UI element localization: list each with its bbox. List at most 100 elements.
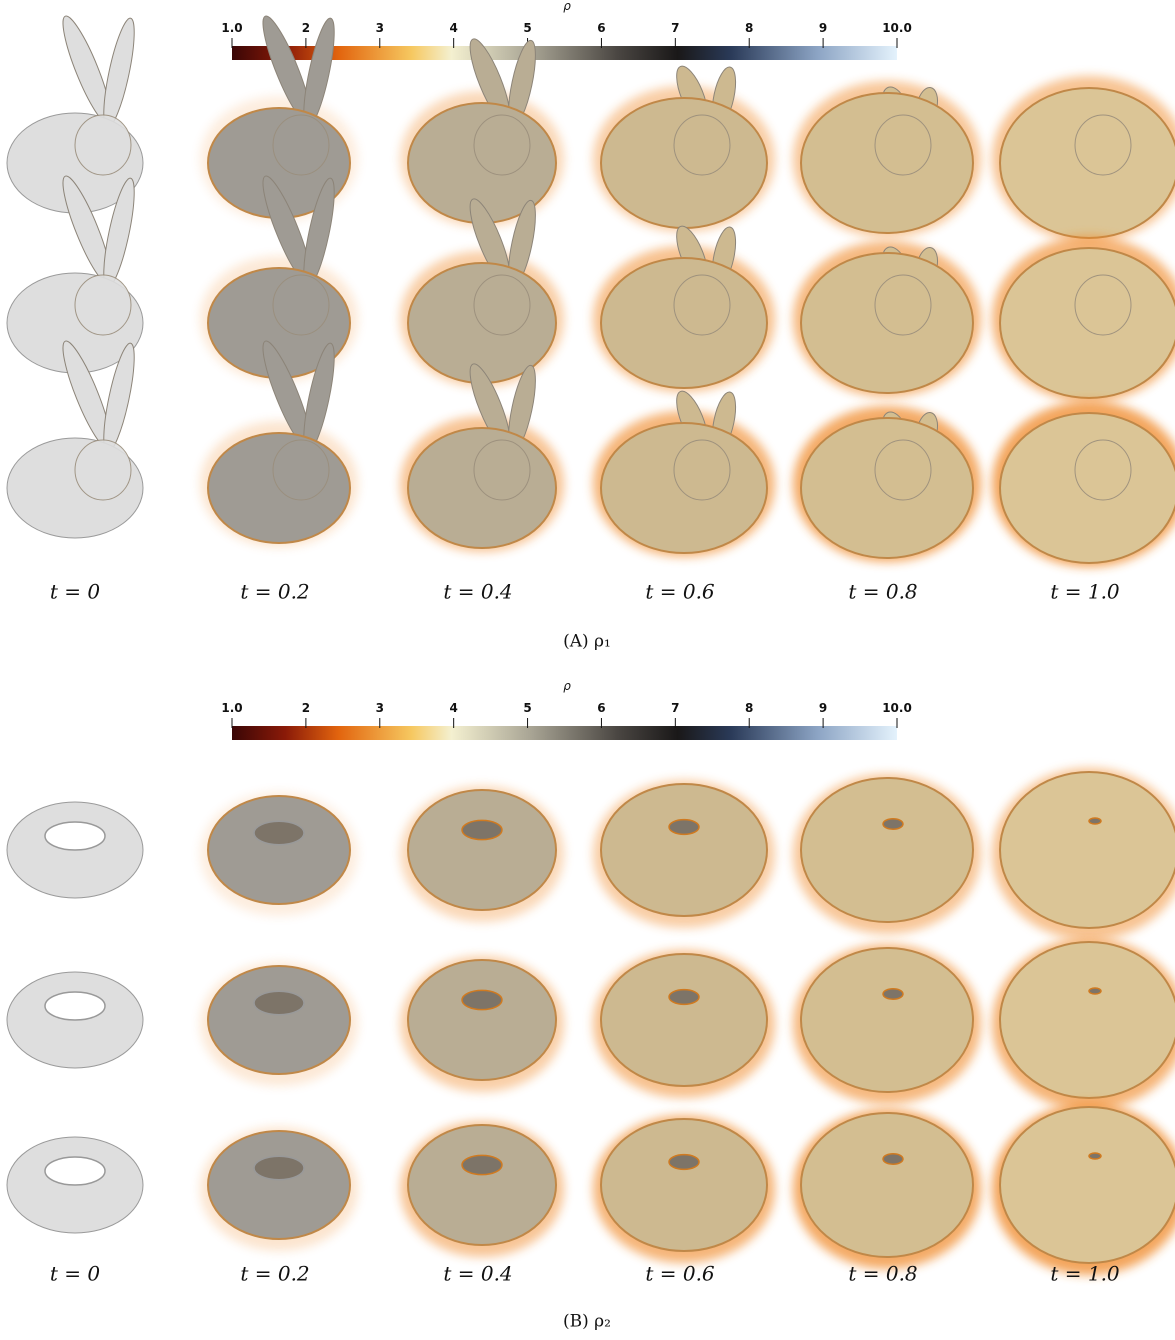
bunny-render: [7, 337, 143, 538]
colorbar-tick-label: 5: [523, 21, 531, 35]
torus-hole: [462, 820, 502, 839]
torus: [1000, 1107, 1175, 1263]
torus-hole: [1089, 818, 1101, 824]
torus-hole: [45, 1157, 105, 1185]
bunny-render: [200, 337, 358, 547]
torus-hole: [669, 1155, 699, 1170]
head: [474, 115, 530, 175]
time-label: t = 0: [50, 1262, 101, 1286]
colorbar-tick-label: 5: [523, 701, 531, 715]
torus-hole: [462, 990, 502, 1009]
torus-render: [400, 1121, 564, 1257]
torus: [601, 784, 767, 916]
time-label: t = 0.8: [848, 1262, 917, 1286]
torus: [801, 778, 973, 922]
head: [875, 440, 931, 500]
bunny-render: [992, 236, 1175, 402]
colorbar-tick-label: 6: [597, 21, 605, 35]
bunny-render: [793, 406, 981, 562]
time-label: t = 0.4: [443, 580, 512, 604]
colorbar-tick-label: 2: [302, 701, 310, 715]
head: [273, 275, 329, 335]
colorbar-tick-label: 8: [745, 21, 753, 35]
torus-render: [7, 802, 143, 898]
torus: [208, 1131, 350, 1239]
torus-render: [793, 944, 981, 1104]
head: [875, 275, 931, 335]
colorbar-label: ρ: [563, 0, 571, 13]
time-label: t = 1.0: [1050, 1262, 1120, 1286]
torus-hole: [669, 820, 699, 835]
torus: [1000, 772, 1175, 928]
time-label: t = 0.4: [443, 1262, 512, 1286]
bunny-render: [7, 172, 143, 373]
torus-render: [7, 1137, 143, 1233]
torus: [208, 796, 350, 904]
head: [75, 115, 131, 175]
torus-hole: [883, 989, 903, 999]
time-label: t = 0.2: [240, 1262, 309, 1286]
torus-hole: [45, 822, 105, 850]
torus: [601, 1119, 767, 1251]
time-label: t = 1.0: [1050, 580, 1120, 604]
colorbar-tick-label: 9: [819, 701, 827, 715]
torus-render: [593, 780, 775, 928]
torus: [601, 954, 767, 1086]
bunny-render: [593, 387, 775, 557]
bunny-render: [400, 195, 564, 387]
head: [1075, 275, 1131, 335]
torus-render: [593, 950, 775, 1098]
colorbar-tick-label: 1.0: [221, 21, 242, 35]
torus-render: [992, 1103, 1175, 1275]
torus-render: [400, 956, 564, 1092]
ear: [98, 16, 141, 130]
colorbar-tick-label: 4: [449, 701, 457, 715]
bunny-render: [992, 401, 1175, 567]
head: [1075, 115, 1131, 175]
colorbar-tick-label: 8: [745, 701, 753, 715]
torus-hole: [1089, 1153, 1101, 1159]
torus-hole: [45, 992, 105, 1020]
torus: [408, 790, 556, 910]
torus-render: [793, 1109, 981, 1269]
colorbar-tick-label: 7: [671, 701, 679, 715]
torus: [801, 1113, 973, 1257]
time-label: t = 0: [50, 580, 101, 604]
torus-render: [200, 792, 358, 916]
colorbar-tick-label: 10.0: [882, 701, 912, 715]
colorbar-tick-label: 6: [597, 701, 605, 715]
torus-hole: [883, 819, 903, 829]
torus-render: [593, 1115, 775, 1263]
torus: [408, 960, 556, 1080]
colorbar-tick-label: 2: [302, 21, 310, 35]
colorbar-label: ρ: [563, 679, 571, 693]
bunny-render: [400, 35, 564, 227]
colorbar-tick-label: 3: [376, 21, 384, 35]
torus-hole: [254, 821, 304, 845]
colorbar-tick-label: 10.0: [882, 21, 912, 35]
torus-hole: [462, 1155, 502, 1174]
torus: [208, 966, 350, 1074]
torus-hole: [254, 1156, 304, 1180]
caption: (B) ρ₂: [563, 1312, 611, 1332]
time-label: t = 0.6: [645, 580, 715, 604]
torus-render: [793, 774, 981, 934]
torus-hole: [254, 991, 304, 1015]
torus: [408, 1125, 556, 1245]
bunny-render: [593, 222, 775, 392]
bunny-render: [793, 241, 981, 397]
head: [474, 440, 530, 500]
head: [474, 275, 530, 335]
time-label: t = 0.2: [240, 580, 309, 604]
head: [875, 115, 931, 175]
torus-hole: [669, 990, 699, 1005]
head: [273, 115, 329, 175]
head: [674, 275, 730, 335]
bunny-render: [400, 360, 564, 552]
colorbar-tick-label: 9: [819, 21, 827, 35]
torus: [1000, 942, 1175, 1098]
caption: (A) ρ₁: [563, 632, 611, 652]
torus-render: [992, 768, 1175, 940]
torus: [801, 948, 973, 1092]
torus-render: [400, 786, 564, 922]
